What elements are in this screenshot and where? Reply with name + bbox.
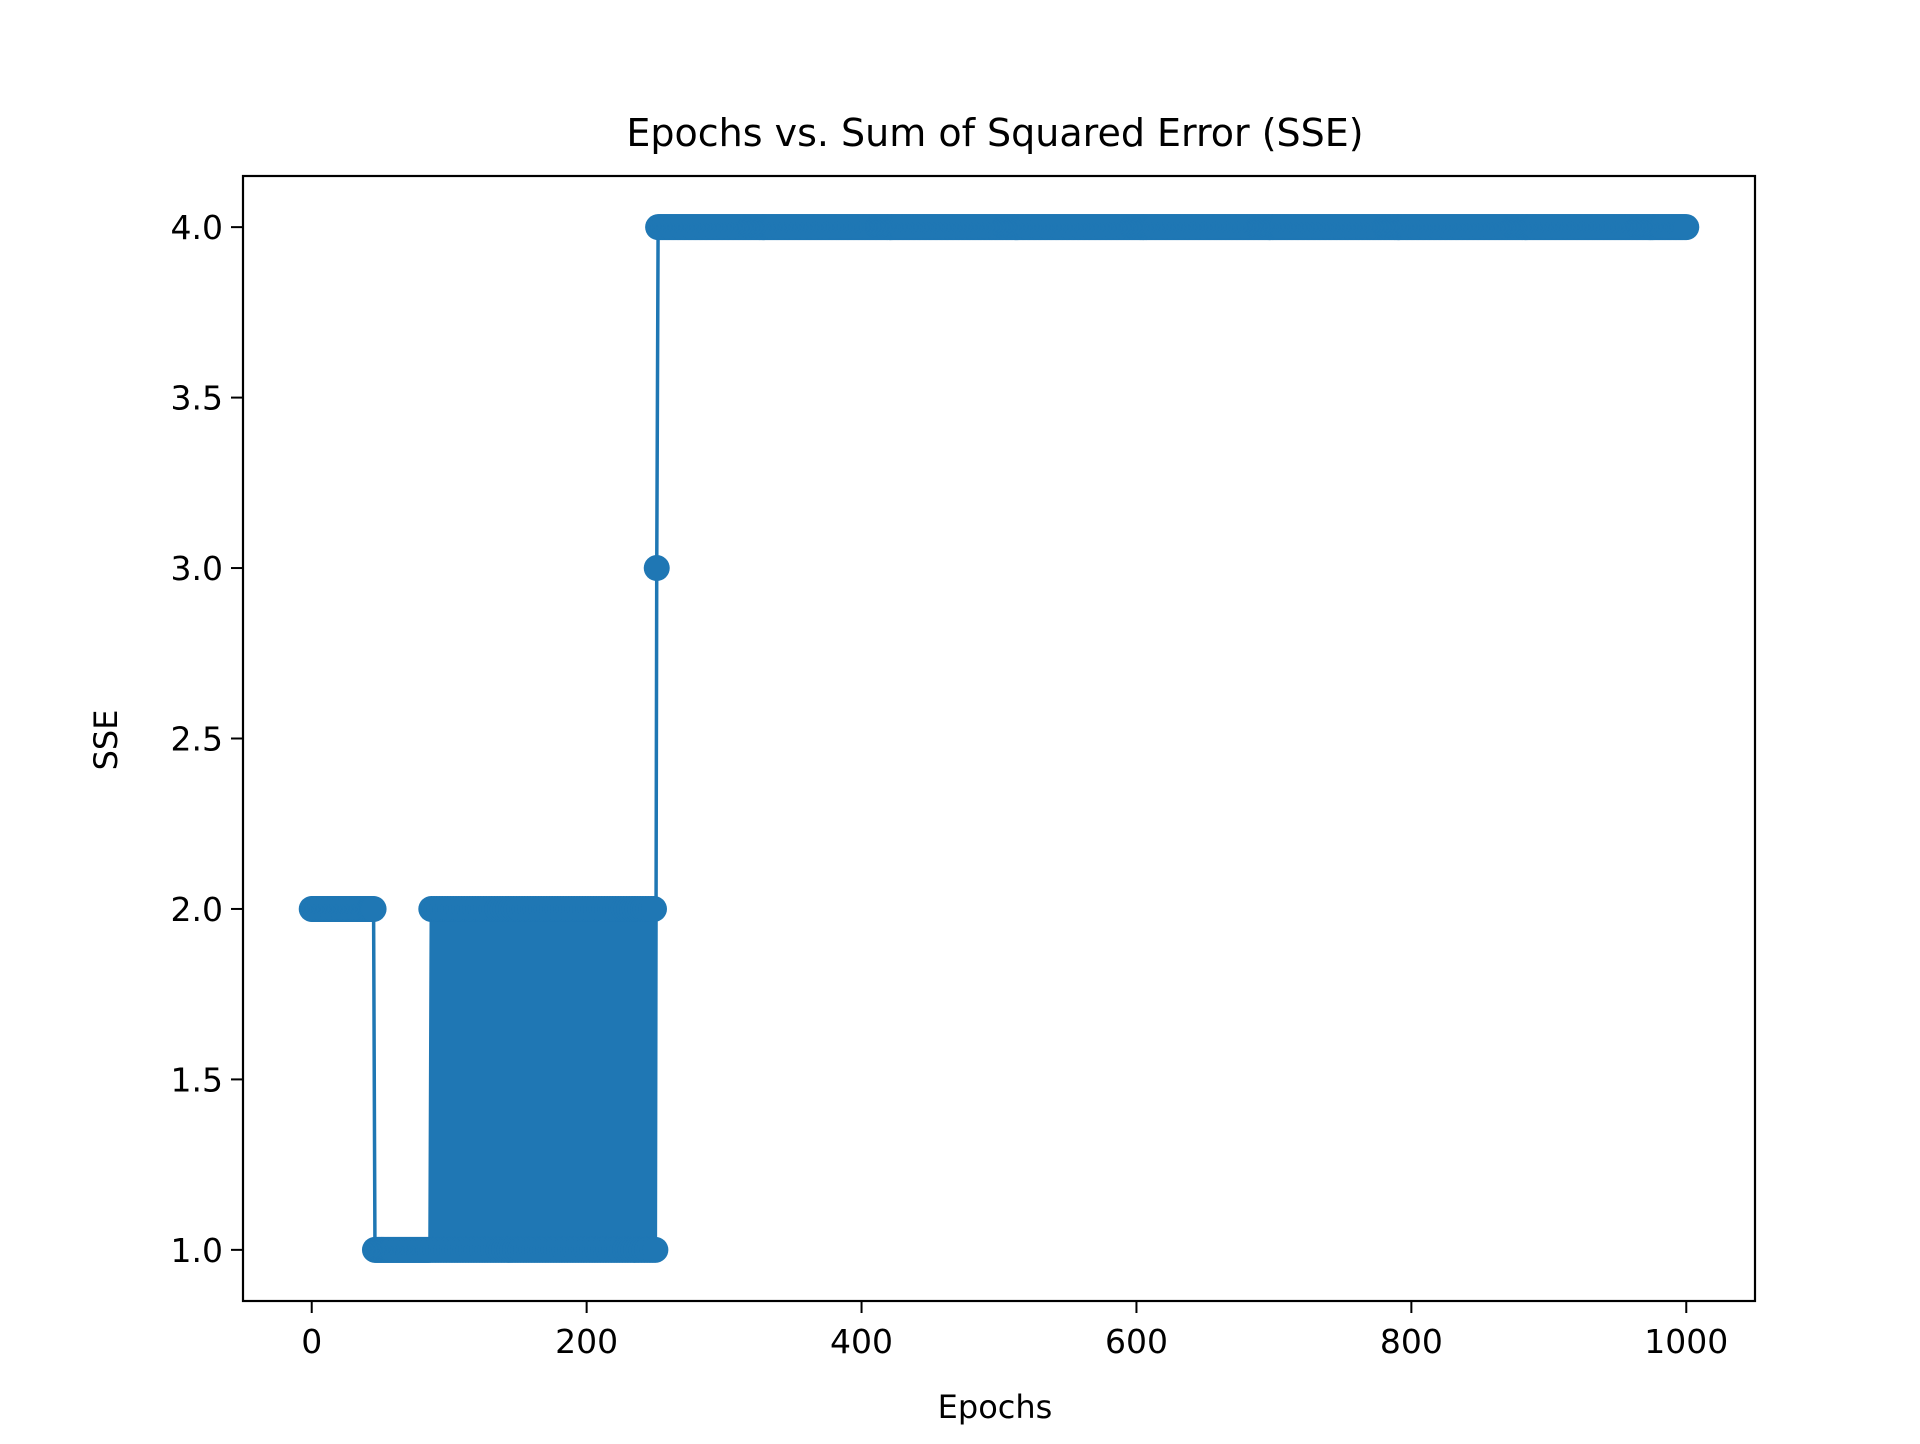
x-tick-label: 1000 bbox=[1644, 1322, 1728, 1361]
x-tick-label: 400 bbox=[830, 1322, 893, 1361]
y-tick-label: 3.5 bbox=[171, 379, 223, 418]
data-point bbox=[643, 555, 670, 582]
y-tick-label: 2.0 bbox=[171, 890, 223, 929]
data-point bbox=[360, 895, 387, 922]
axes: 0 200 400 600 800 1000 1.0 1.5 2.0 2.5 3.0 3.5 4.0 bbox=[171, 174, 1757, 1361]
plot-area bbox=[298, 214, 1700, 1263]
y-tick-label: 4.0 bbox=[171, 208, 223, 247]
y-axis-label: SSE bbox=[87, 710, 125, 771]
chart-title: Epochs vs. Sum of Squared Error (SSE) bbox=[626, 111, 1363, 155]
y-tick-label: 2.5 bbox=[171, 720, 223, 759]
y-tick-label: 1.0 bbox=[171, 1231, 223, 1270]
x-axis-label: Epochs bbox=[938, 1388, 1053, 1426]
x-tick-label: 600 bbox=[1105, 1322, 1168, 1361]
x-tick-label: 0 bbox=[301, 1322, 322, 1361]
data-point bbox=[640, 895, 667, 922]
x-tick-label: 800 bbox=[1380, 1322, 1443, 1361]
series-sse bbox=[298, 214, 1700, 1263]
data-point bbox=[642, 1236, 669, 1263]
y-tick-label: 3.0 bbox=[171, 549, 223, 588]
y-tick-label: 1.5 bbox=[171, 1060, 223, 1099]
data-point bbox=[1673, 214, 1700, 241]
x-tick-label: 200 bbox=[555, 1322, 618, 1361]
